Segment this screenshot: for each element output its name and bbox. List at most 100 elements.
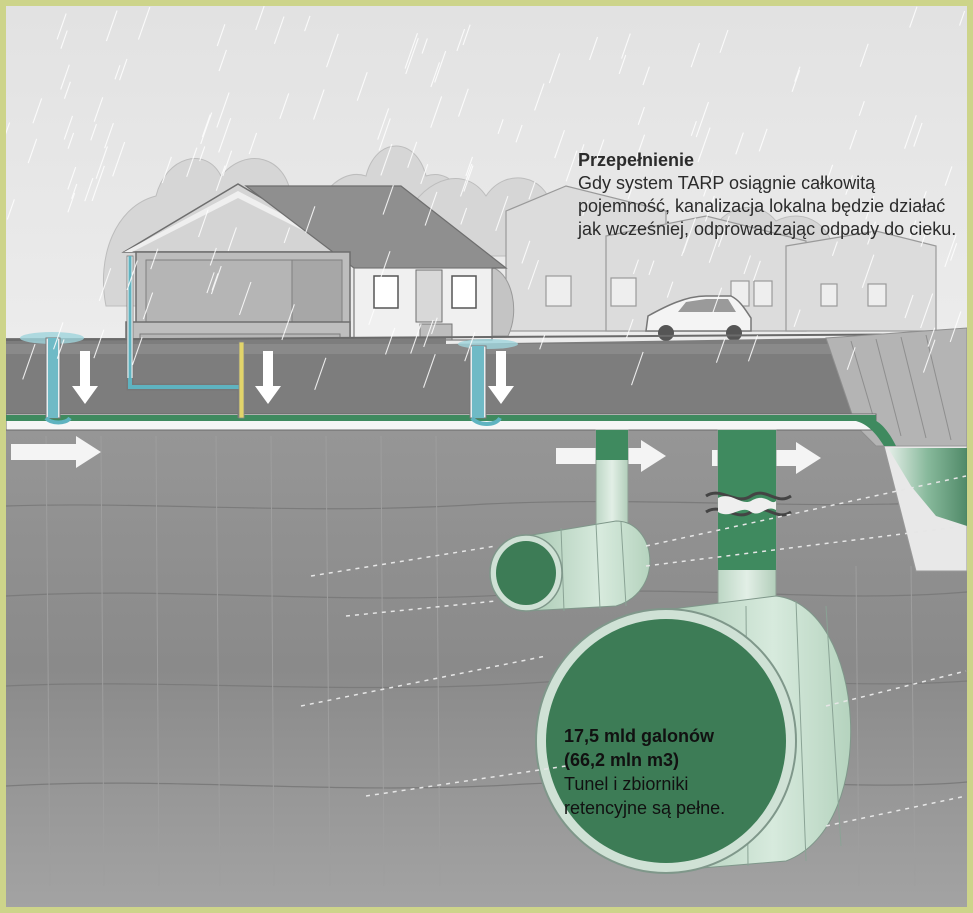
rain-streak	[210, 265, 222, 295]
rain-streak	[463, 165, 474, 192]
rain-streak	[382, 184, 394, 215]
rain-streak	[198, 209, 209, 238]
rain-streaks	[6, 6, 966, 390]
rain-streak	[71, 183, 78, 199]
rain-streak	[424, 191, 438, 226]
rain-streak	[222, 150, 233, 177]
rain-streak	[458, 88, 469, 117]
rain-streak	[60, 64, 70, 90]
rain-streak	[91, 165, 105, 202]
rain-streak	[708, 236, 719, 263]
rain-streak	[621, 33, 631, 59]
rain-streak	[697, 127, 711, 163]
rain-streak	[407, 141, 418, 168]
rain-streak	[949, 311, 962, 343]
rain-streak	[218, 49, 227, 72]
rain-streak	[959, 10, 966, 26]
rain-streak	[703, 170, 714, 197]
rain-streak	[142, 292, 154, 320]
tunnel-callout: 17,5 mld galonów (66,2 mln m3) Tunel i z…	[564, 724, 774, 820]
rain-streak	[95, 146, 108, 179]
rain-streak	[944, 234, 957, 268]
street-drain-right	[458, 339, 518, 426]
rock-cracks	[45, 435, 916, 887]
rain-streak	[216, 24, 226, 47]
rain-streak	[67, 166, 77, 190]
rain-streak	[459, 163, 473, 197]
rain-streak	[326, 33, 339, 68]
tunnel-body: Tunel i zbiorniki retencyjne są pełne.	[564, 774, 726, 818]
rain-streak	[6, 199, 15, 220]
rain-streak	[279, 93, 290, 120]
rain-streak	[791, 70, 801, 92]
rain-streak	[378, 118, 391, 151]
rain-streak	[666, 281, 674, 298]
rain-streak	[421, 38, 428, 54]
rain-streak	[273, 16, 285, 45]
rain-streak	[565, 150, 578, 182]
rain-streak	[430, 317, 438, 335]
rain-streak	[434, 50, 447, 83]
rain-streak	[743, 255, 751, 275]
rain-streak	[63, 115, 74, 140]
rain-streak	[534, 83, 545, 111]
rain-streak	[704, 195, 715, 222]
rain-streak	[248, 132, 258, 155]
rain-streak	[462, 24, 471, 46]
rain-streak	[719, 29, 729, 53]
rain-streak	[577, 144, 585, 161]
tunnel-volume-metric: (66,2 mln m3)	[564, 750, 680, 770]
rain-streak	[201, 114, 211, 138]
rain-streak	[215, 165, 226, 191]
rain-streak	[909, 220, 917, 238]
rain-streak	[922, 339, 936, 373]
rain-streak	[521, 240, 531, 264]
rain-streak	[131, 337, 143, 366]
rain-streak	[53, 322, 64, 350]
rain-streak	[6, 122, 11, 135]
rain-streak	[304, 15, 311, 32]
rain-streak	[238, 281, 252, 316]
rain-streak	[211, 273, 219, 291]
rain-streak	[430, 96, 443, 128]
rain-streak	[209, 247, 217, 266]
rain-streak	[909, 6, 918, 28]
tunnel-small	[489, 520, 651, 612]
rain-streak	[596, 139, 605, 161]
rain-streak	[904, 115, 917, 149]
rain-streak	[405, 38, 419, 75]
rain-streak	[206, 272, 215, 294]
rain-streak	[161, 156, 172, 184]
rain-streak	[548, 53, 561, 84]
rain-streak	[630, 351, 644, 386]
rain-streak	[527, 259, 540, 290]
rain-streak	[920, 225, 929, 247]
rain-streak	[858, 101, 865, 116]
rain-streak	[913, 122, 923, 147]
rain-streak	[137, 6, 151, 40]
rain-streak	[627, 182, 635, 200]
tunnel-large	[535, 595, 852, 874]
rain-streak	[200, 112, 213, 145]
rain-streak	[60, 30, 68, 49]
rain-streak	[950, 243, 958, 261]
rain-streak	[430, 62, 441, 88]
rain-streak	[648, 260, 655, 276]
rain-streak	[793, 309, 801, 327]
background-houses	[505, 185, 937, 332]
rain-streak	[98, 268, 112, 302]
rain-streak	[119, 58, 128, 81]
rain-streak	[380, 143, 393, 176]
flow-arrows-down	[72, 351, 514, 404]
rain-streak	[126, 260, 138, 291]
rain-streak	[845, 175, 853, 195]
rain-streak	[456, 28, 466, 52]
tunnel-volume: 17,5 mld galonów	[564, 726, 715, 746]
rain-streak	[589, 36, 599, 61]
rain-streak	[849, 129, 858, 150]
rain-streak	[752, 260, 761, 282]
rain-streak	[831, 241, 838, 256]
rain-streak	[747, 335, 759, 362]
rain-streak	[554, 130, 565, 159]
